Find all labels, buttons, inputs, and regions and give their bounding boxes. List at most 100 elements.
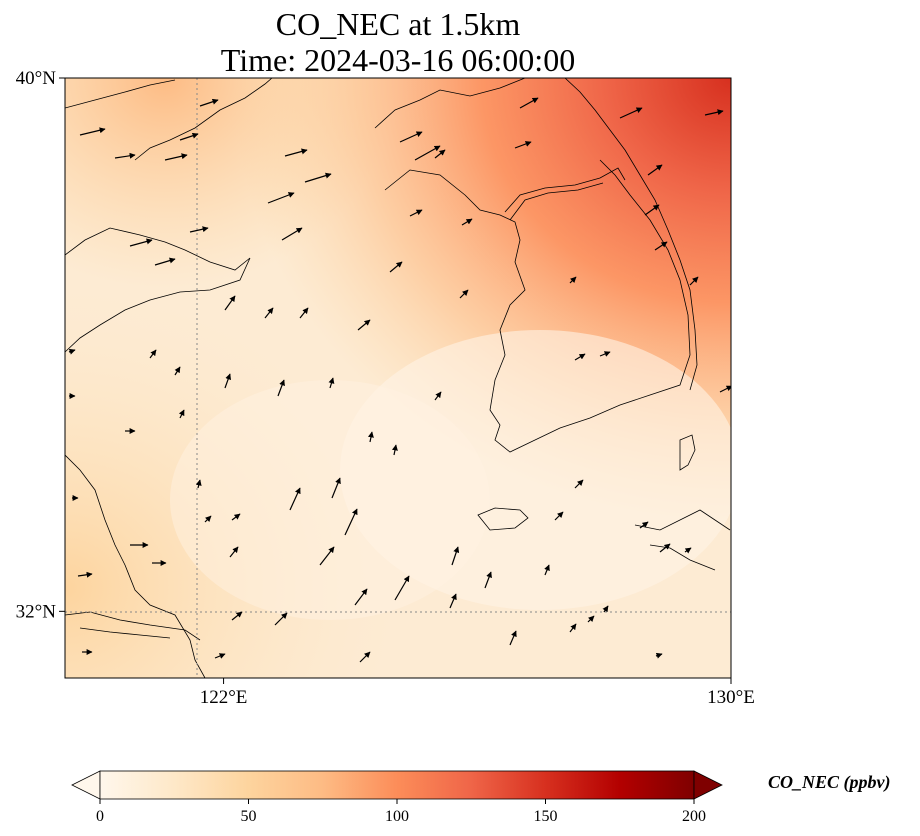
wind-arrow (77, 571, 93, 578)
wind-arrow (154, 257, 176, 266)
tsushima-island (679, 434, 696, 471)
wind-arrow (274, 612, 288, 626)
wind-arrow (544, 564, 550, 576)
wind-arrow (344, 508, 358, 536)
wind-arrow (655, 652, 663, 659)
wind-arrow (319, 546, 335, 566)
wind-arrow (391, 444, 398, 456)
wind-arrow (267, 192, 295, 204)
wind-arrow (195, 479, 202, 489)
colorbar-tick-label: 200 (682, 808, 706, 825)
wind-arrow (189, 226, 209, 233)
wind-arrow (354, 588, 368, 606)
wind-arrow (299, 307, 309, 319)
colorbar: 0 50 100 150 200 CO_NEC (ppbv) (71, 770, 891, 825)
wind-arrow (214, 653, 226, 659)
lat-tick-label: 32°N (16, 601, 57, 622)
map-frame (64, 77, 732, 679)
wind-arrow (704, 109, 724, 116)
wind-arrow (204, 515, 212, 523)
wind-arrow (434, 391, 442, 401)
wind-arrow (409, 209, 423, 217)
wind-arrow (289, 487, 301, 511)
wind-arrow (569, 276, 577, 284)
coastline-north-korea-west (374, 78, 691, 453)
wind-arrow (114, 152, 136, 159)
wind-arrow (644, 204, 660, 216)
wind-arrow (639, 521, 649, 529)
wind-arrow (394, 575, 410, 601)
coastline-liaodong (65, 78, 273, 161)
wind-arrow (399, 131, 423, 143)
wind-arrow (164, 153, 188, 161)
wind-arrow (569, 623, 577, 633)
wind-arrow (459, 289, 469, 299)
wind-arrow (587, 615, 595, 623)
wind-arrow (129, 238, 153, 247)
wind-arrow (357, 319, 371, 331)
coastline-korea-east (564, 78, 698, 391)
colorbar-body (99, 770, 695, 800)
wind-arrow (514, 141, 532, 149)
colorbar-label: CO_NEC (ppbv) (768, 772, 891, 793)
wind-arrow (328, 377, 335, 389)
wind-arrow (304, 172, 332, 183)
wind-arrow (519, 97, 539, 109)
wind-arrow (602, 605, 609, 613)
coastline-shandong (65, 227, 251, 353)
wind-arrow (574, 479, 584, 489)
wind-arrow (149, 349, 157, 359)
colorbar-extend-low (71, 770, 101, 800)
wind-arrow (331, 477, 341, 499)
wind-arrow (461, 218, 473, 226)
lat-tick-label: 40°N (16, 68, 57, 89)
wind-arrow (554, 511, 564, 521)
wind-arrow (178, 409, 185, 419)
wind-arrow (647, 164, 663, 176)
wind-arrow (174, 366, 181, 376)
wind-arrow (389, 261, 403, 273)
wind-arrow (264, 307, 274, 319)
wind-arrow (449, 593, 457, 609)
wind-arrow (434, 149, 446, 159)
wind-arrow (224, 373, 232, 389)
wind-arrow (224, 295, 236, 311)
wind-arrow (509, 630, 517, 646)
wind-arrow (359, 651, 371, 663)
wind-arrow (284, 148, 308, 157)
colorbar-tick-label: 150 (534, 808, 558, 825)
wind-arrow (659, 543, 671, 553)
wind-arrow (277, 379, 285, 397)
colorbar-tick-label: 0 (96, 808, 104, 825)
map-subtitle-time: Time: 2024-03-16 06:00:00 (220, 42, 576, 78)
coastline-north-china-plain (65, 454, 206, 678)
concentration-field (65, 78, 731, 678)
wind-arrow (689, 276, 699, 286)
wind-arrow (654, 241, 668, 251)
wind-arrow (414, 145, 441, 161)
kyushu-coast (634, 509, 731, 571)
gridlines (65, 78, 731, 678)
wind-vectors (68, 97, 731, 663)
wind-arrow (684, 547, 692, 554)
wind-arrow (179, 132, 199, 141)
coastlines (65, 78, 731, 678)
wind-arrow (229, 546, 239, 558)
map-title: CO_NEC at 1.5km (275, 6, 521, 42)
wind-arrow (484, 571, 492, 589)
wind-arrow (599, 351, 611, 357)
wind-arrow (451, 546, 460, 566)
wind-arrow (367, 431, 374, 443)
wind-arrow (199, 98, 219, 107)
jeju-island (477, 507, 529, 531)
colorbar-tick-label: 100 (385, 808, 409, 825)
wind-arrow (68, 348, 76, 355)
wind-arrow (231, 513, 241, 521)
wind-arrow (719, 385, 731, 393)
wind-arrow (574, 353, 586, 361)
lon-tick-label: 130°E (707, 687, 755, 708)
wind-arrow (231, 611, 243, 621)
wind-arrow (281, 227, 303, 241)
wind-arrow (79, 127, 106, 136)
